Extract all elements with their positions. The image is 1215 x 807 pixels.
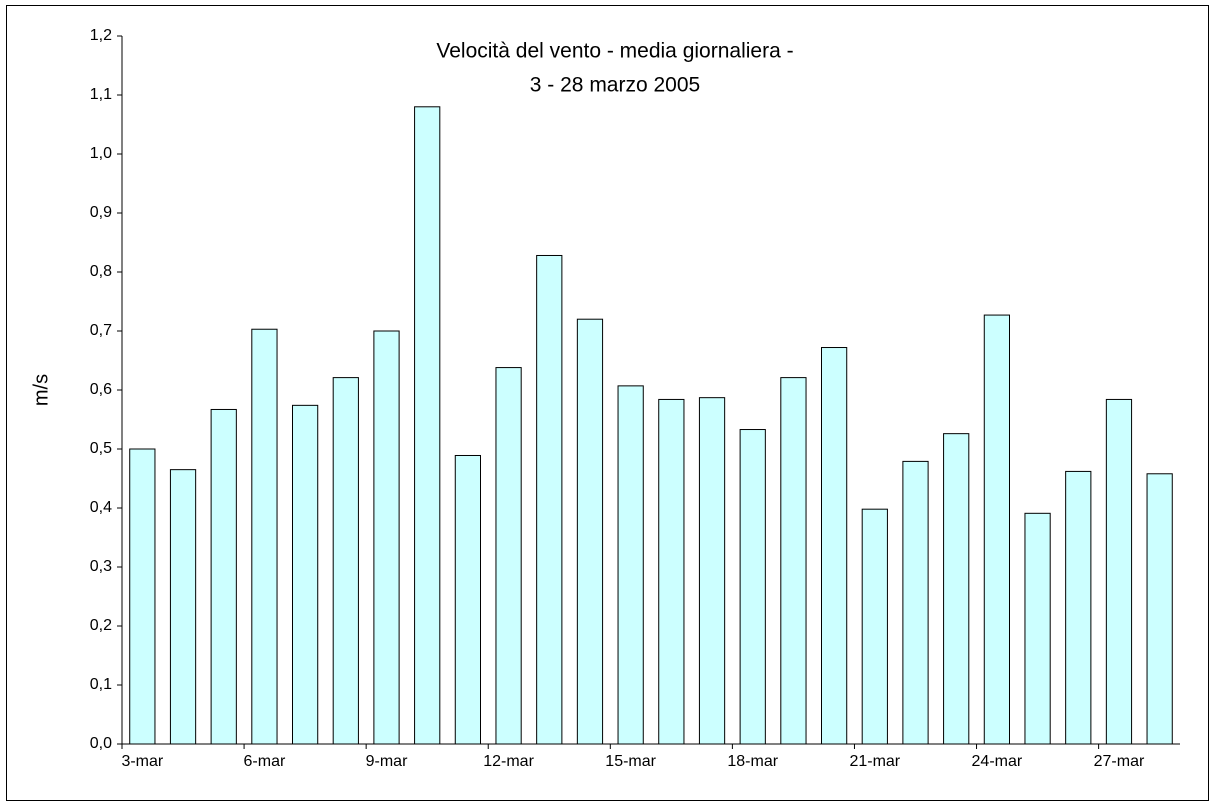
bar [943, 433, 970, 745]
bar [780, 377, 807, 745]
bar [210, 408, 237, 745]
bar [536, 254, 563, 745]
x-tick-label: 24-mar [972, 753, 1023, 770]
x-tick-label: 15-mar [605, 753, 656, 770]
x-tick-label: 21-mar [849, 753, 900, 770]
y-tick-label: 1,2 [90, 27, 112, 44]
bar [454, 454, 481, 745]
y-tick-label: 0,4 [90, 499, 112, 516]
bar [617, 385, 644, 745]
y-tick-label: 0,7 [90, 322, 112, 339]
bar [332, 377, 359, 745]
bar [129, 448, 156, 745]
y-tick-label: 0,3 [90, 558, 112, 575]
bar [983, 314, 1010, 745]
bar [658, 398, 685, 745]
bar [576, 318, 604, 745]
y-tick-label: 0,8 [90, 263, 112, 280]
y-tick-label: 1,0 [90, 145, 112, 162]
y-axis-label: m/s [30, 374, 52, 406]
bar [292, 404, 319, 745]
bar [495, 367, 522, 745]
x-tick-label: 27-mar [1094, 753, 1145, 770]
bar [861, 508, 888, 745]
bar [1024, 512, 1051, 745]
x-tick-label: 12-mar [483, 753, 534, 770]
bar [251, 328, 278, 745]
bar [1105, 398, 1133, 745]
y-tick-label: 0,6 [90, 381, 112, 398]
x-tick-label: 3-mar [121, 753, 163, 770]
bar [414, 106, 441, 745]
bar [739, 429, 766, 745]
bar [373, 330, 400, 745]
y-tick-label: 0,9 [90, 204, 112, 221]
bar [1065, 470, 1092, 745]
bar [821, 347, 848, 745]
y-tick-label: 0,1 [90, 676, 112, 693]
bar [169, 469, 197, 745]
x-tick-label: 6-mar [244, 753, 286, 770]
y-tick-label: 1,1 [90, 86, 112, 103]
chart-subtitle: 3 - 28 marzo 2005 [530, 74, 700, 97]
bar [902, 460, 929, 745]
x-tick-label: 18-mar [727, 753, 778, 770]
chart-title: Velocità del vento - media giornaliera - [436, 40, 793, 63]
bar [1146, 473, 1173, 745]
x-tick-label: 9-mar [366, 753, 408, 770]
y-tick-label: 0,5 [90, 440, 112, 457]
y-tick-label: 0,2 [90, 617, 112, 634]
y-tick-label: 0,0 [90, 735, 112, 752]
bar [698, 397, 726, 745]
